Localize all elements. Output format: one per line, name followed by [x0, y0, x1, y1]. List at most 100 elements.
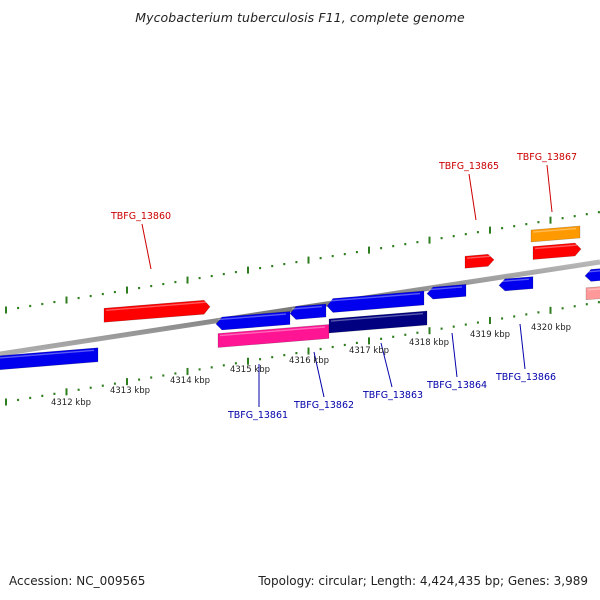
minor-tick [513, 225, 516, 228]
minor-tick [101, 292, 104, 296]
feature-tbfg-13862-upper-highlight [291, 305, 323, 310]
major-tick [368, 337, 370, 345]
minor-tick [525, 223, 528, 226]
gene-label[interactable]: TBFG_13867 [516, 152, 577, 163]
feature-tbfg-13864-highlight [428, 286, 463, 291]
feature-tbfg-13861-lower-highlight [219, 326, 326, 337]
minor-tick [162, 282, 165, 286]
minor-tick [416, 241, 419, 244]
minor-tick [234, 270, 237, 274]
minor-tick [283, 262, 286, 266]
major-tick [428, 236, 431, 244]
major-tick [247, 357, 249, 365]
minor-tick [476, 231, 479, 234]
leader-line [380, 342, 393, 388]
gene-label[interactable]: TBFG_13862 [293, 400, 354, 411]
minor-tick [295, 352, 298, 355]
minor-tick [29, 396, 32, 400]
feature-tbfg-13868-highlight [534, 244, 578, 250]
minor-tick [101, 384, 104, 387]
major-tick [126, 286, 128, 294]
minor-tick [525, 313, 528, 316]
feature-tbfg-13864 [426, 284, 467, 300]
minor-tick [295, 260, 298, 264]
minor-tick [585, 303, 588, 306]
major-tick [65, 388, 68, 396]
feature-tbfg-13861-upper [215, 311, 291, 331]
minor-tick [210, 274, 213, 278]
leader-line [519, 323, 526, 370]
minor-tick [77, 388, 80, 391]
major-tick [186, 276, 189, 284]
minor-tick [113, 382, 116, 385]
feature-tbfg-13863-lower-highlight [330, 312, 424, 322]
minor-tick [319, 347, 322, 351]
feature-tbfg-13860-highlight [105, 301, 207, 312]
topology-text: Topology: circular; Length: 4,424,435 bp… [258, 574, 588, 588]
minor-tick [259, 358, 262, 361]
gene-label[interactable]: TBFG_13861 [227, 410, 288, 421]
major-tick [186, 367, 189, 375]
scale-label: 4312 kbp [51, 398, 91, 408]
scale-label: 4315 kbp [230, 365, 270, 375]
minor-tick [174, 372, 177, 375]
gene-label[interactable]: TBFG_13865 [438, 161, 499, 172]
major-tick [549, 306, 552, 314]
feature-tbfg-13863-upper [326, 290, 425, 313]
major-tick [489, 226, 491, 234]
minor-tick [319, 257, 322, 260]
minor-tick [501, 317, 504, 320]
scale-label: 4320 kbp [531, 323, 571, 333]
outer-tick-row [5, 211, 600, 314]
feature-right-edge-pink [585, 286, 600, 301]
major-tick [247, 266, 249, 274]
minor-tick [331, 345, 334, 349]
gene-label[interactable]: TBFG_13863 [362, 390, 423, 401]
minor-tick [537, 221, 540, 224]
feature-tbfg-13865 [464, 253, 495, 269]
minor-tick [210, 366, 213, 369]
minor-tick [585, 213, 588, 216]
minor-tick [259, 266, 262, 270]
feature-tbfg-13863-lower [328, 310, 428, 334]
minor-tick [271, 264, 274, 268]
scale-label: 4317 kbp [349, 346, 389, 356]
feature-tbfg-13866-highlight [500, 278, 530, 283]
minor-tick [198, 368, 201, 371]
minor-tick [440, 327, 443, 330]
gene-label[interactable]: TBFG_13866 [495, 372, 556, 383]
minor-tick [162, 374, 165, 377]
minor-tick [198, 276, 201, 280]
minor-tick [513, 315, 516, 318]
minor-tick [283, 354, 286, 357]
feature-tbfg-13867-highlight [532, 227, 577, 233]
minor-tick [597, 211, 600, 214]
minor-tick [41, 302, 44, 306]
gene-label[interactable]: TBFG_13860 [110, 211, 171, 222]
minor-tick [573, 305, 576, 308]
leader-line [313, 351, 325, 398]
minor-tick [440, 237, 443, 240]
minor-tick [343, 343, 346, 347]
minor-tick [392, 335, 395, 338]
major-tick [307, 256, 310, 264]
leader-line [468, 173, 477, 221]
feature-reverse-edge-highlight [0, 349, 95, 359]
minor-tick [17, 306, 20, 310]
minor-tick [77, 296, 80, 300]
minor-tick [404, 333, 407, 336]
gene-label[interactable]: TBFG_13864 [426, 380, 487, 391]
scale-label: 4318 kbp [409, 338, 449, 348]
major-tick [489, 317, 491, 325]
minor-tick [343, 253, 346, 256]
minor-tick [53, 392, 56, 395]
minor-tick [501, 227, 504, 230]
minor-tick [380, 337, 383, 340]
scale-label: 4314 kbp [170, 376, 210, 386]
minor-tick [17, 398, 20, 402]
leader-line [546, 164, 553, 213]
minor-tick [138, 286, 141, 290]
minor-tick [150, 284, 153, 288]
major-tick [5, 398, 7, 406]
